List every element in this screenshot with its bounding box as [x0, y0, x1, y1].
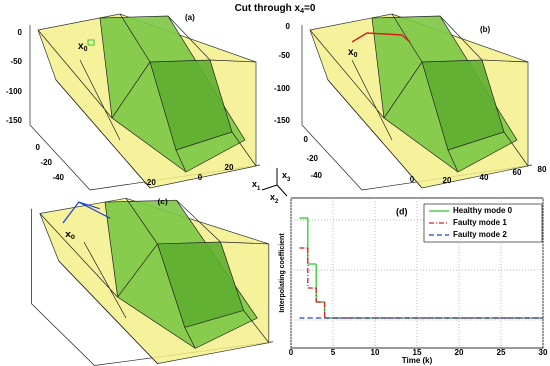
polytope [309, 13, 529, 189]
y-tick-label: 80 [538, 165, 547, 174]
trajectory [62, 201, 111, 224]
title-sub: 4 [300, 8, 304, 15]
x-tick-label: 15 [413, 348, 422, 357]
key-main: x [252, 179, 257, 189]
x-tick-label: 0 [289, 348, 294, 357]
x-tick-label: 5 [331, 348, 336, 357]
x-tick-label: -20 [40, 158, 52, 167]
point-main: x [78, 41, 84, 52]
x-tick-label: -40 [52, 173, 64, 182]
point-sub: 0 [354, 52, 358, 59]
z-tick-label: 0 [18, 28, 23, 37]
x-tick-label: 10 [371, 348, 380, 357]
key-main: x [270, 192, 275, 202]
point-label: x0 [78, 41, 88, 53]
key-x2: x2 [270, 192, 279, 204]
trajectory [351, 32, 411, 43]
panel-label: (d) [396, 206, 408, 216]
key-main: x [282, 170, 287, 180]
point-sub: 0 [71, 234, 75, 241]
axes-key: x3 x1 x2 [252, 168, 291, 205]
key-x1: x1 [252, 179, 261, 191]
point-label: x0 [348, 47, 358, 59]
z-tick-label: -150 [6, 116, 23, 125]
y-tick-label: -20 [144, 178, 156, 187]
z-tick-label: -100 [274, 84, 291, 93]
x-tick-label: -20 [306, 154, 318, 163]
z-tick-label: -50 [10, 57, 22, 66]
y-tick-label: 60 [513, 168, 522, 177]
z-tick-label: 0 [286, 22, 291, 31]
panel-label: (b) [480, 25, 491, 34]
polytope [37, 13, 257, 189]
panel-d: (d) Time (k) Interpolating coefficient 0… [279, 197, 548, 365]
point-main: x [348, 47, 354, 58]
point-label: x0 [65, 229, 75, 241]
key-sub: 3 [287, 177, 291, 183]
point-main: x [65, 229, 71, 239]
key-arrows [261, 168, 288, 197]
legend-label: Healthy mode 0 [453, 206, 513, 215]
y-tick-label: 0 [198, 173, 203, 182]
key-sub: 2 [275, 199, 279, 205]
marker [87, 39, 95, 46]
panel-c: (c) x0 [31, 197, 274, 366]
legend-label: Faulty mode 2 [453, 230, 507, 239]
key-sub: 1 [257, 186, 261, 192]
x-tick-label: 20 [455, 348, 464, 357]
legend-label: Faulty mode 1 [453, 218, 507, 227]
y-tick-label: 0 [410, 175, 415, 184]
title-tail: =0 [304, 3, 316, 14]
y-tick-label: 20 [225, 163, 234, 172]
x-tick-label: -40 [310, 171, 322, 180]
z-tick-label: -150 [274, 116, 291, 125]
panel-label: (c) [158, 197, 169, 206]
x-tick-label: 0 [36, 143, 41, 152]
y-tick-label: 40 [480, 173, 489, 182]
z-tick-label: -100 [6, 87, 23, 96]
polytope [39, 197, 270, 364]
y-axis-label: Interpolating coefficient [279, 233, 286, 313]
y-tick-label: 20 [443, 176, 452, 185]
key-x3: x3 [282, 170, 291, 182]
x-axis-label: Time (k) [402, 356, 433, 365]
x-tick-label: 30 [539, 348, 548, 357]
title-main: Cut through x [235, 3, 301, 14]
title: Cut through x4=0 [235, 3, 316, 15]
x-tick-label: 0 [304, 135, 309, 144]
x-tick-label: 25 [497, 348, 506, 357]
point-sub: 0 [84, 46, 88, 53]
z-tick-label: -50 [278, 51, 290, 60]
